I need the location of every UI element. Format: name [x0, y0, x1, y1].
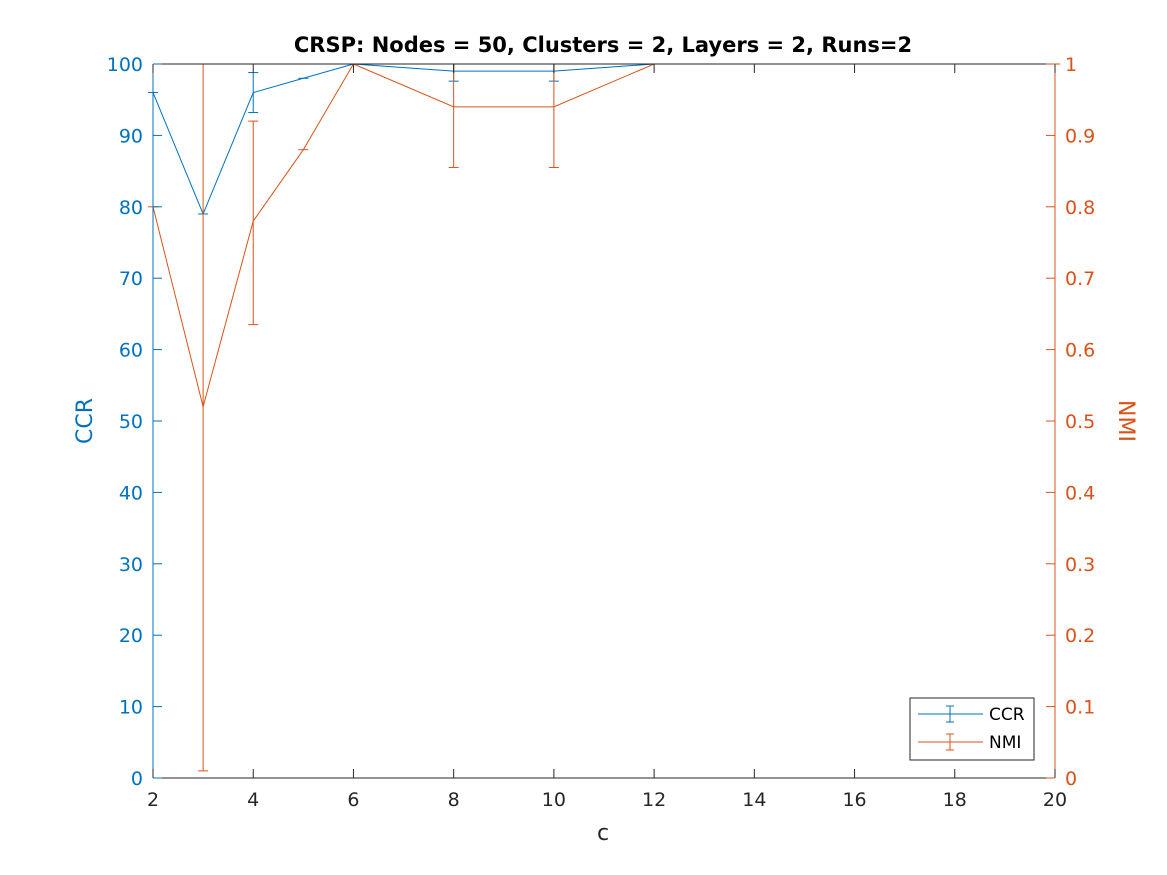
- y-right-tick-label: 0.6: [1065, 340, 1095, 362]
- y-left-tick-label: 20: [119, 625, 143, 647]
- y-right-tick-label: 0.9: [1065, 125, 1095, 147]
- x-tick-label: 6: [347, 789, 359, 811]
- y-left-tick-label: 0: [131, 768, 143, 790]
- x-tick-label: 18: [943, 789, 967, 811]
- y-left-axis-label: CCR: [73, 398, 98, 444]
- y-right-tick-label: 0.1: [1065, 697, 1095, 719]
- y-right-ticks: 0 0.1 0.2 0.3 0.4 0.5 0.6 0.7 0.8 0.9 1: [1046, 54, 1095, 790]
- y-right-tick-label: 0.7: [1065, 268, 1095, 290]
- chart-title: CRSP: Nodes = 50, Clusters = 2, Layers =…: [294, 33, 912, 57]
- y-left-tick-label: 10: [119, 697, 143, 719]
- y-left-ticks: 0 10 20 30 40 50 60 70 80 90 100: [107, 54, 162, 790]
- y-left-tick-label: 40: [119, 482, 143, 504]
- y-right-tick-label: 0: [1065, 768, 1077, 790]
- x-tick-label: 20: [1043, 789, 1067, 811]
- y-right-tick-label: 0.5: [1065, 411, 1095, 433]
- x-tick-label: 12: [642, 789, 666, 811]
- x-tick-label: 10: [542, 789, 566, 811]
- x-tick-label: 4: [247, 789, 259, 811]
- y-left-tick-label: 30: [119, 554, 143, 576]
- y-right-axis-label: NMI: [1113, 400, 1138, 442]
- x-tick-label: 14: [742, 789, 766, 811]
- y-left-tick-label: 90: [119, 125, 143, 147]
- x-ticks: 2 4 6 8 10 12 14 16 18 20: [147, 64, 1067, 811]
- x-tick-label: 2: [147, 789, 159, 811]
- legend-entry-ccr: CCR: [918, 705, 1025, 725]
- legend-entry-nmi: NMI: [918, 733, 1021, 753]
- y-left-tick-label: 70: [119, 268, 143, 290]
- y-left-tick-label: 80: [119, 197, 143, 219]
- legend: CCR NMI: [909, 697, 1035, 761]
- x-tick-label: 16: [842, 789, 866, 811]
- y-right-tick-label: 0.8: [1065, 197, 1095, 219]
- y-left-tick-label: 60: [119, 340, 143, 362]
- y-left-tick-label: 50: [119, 411, 143, 433]
- y-right-tick-label: 0.2: [1065, 625, 1095, 647]
- x-tick-label: 8: [448, 789, 460, 811]
- legend-ccr-label: CCR: [989, 705, 1025, 725]
- y-left-tick-label: 100: [107, 54, 143, 76]
- legend-box: [909, 697, 1035, 761]
- x-axis-label: c: [597, 821, 609, 846]
- legend-nmi-label: NMI: [989, 733, 1021, 753]
- y-right-tick-label: 1: [1065, 54, 1077, 76]
- y-right-tick-label: 0.4: [1065, 482, 1095, 504]
- y-right-tick-label: 0.3: [1065, 554, 1095, 576]
- plot-area: [153, 64, 1055, 778]
